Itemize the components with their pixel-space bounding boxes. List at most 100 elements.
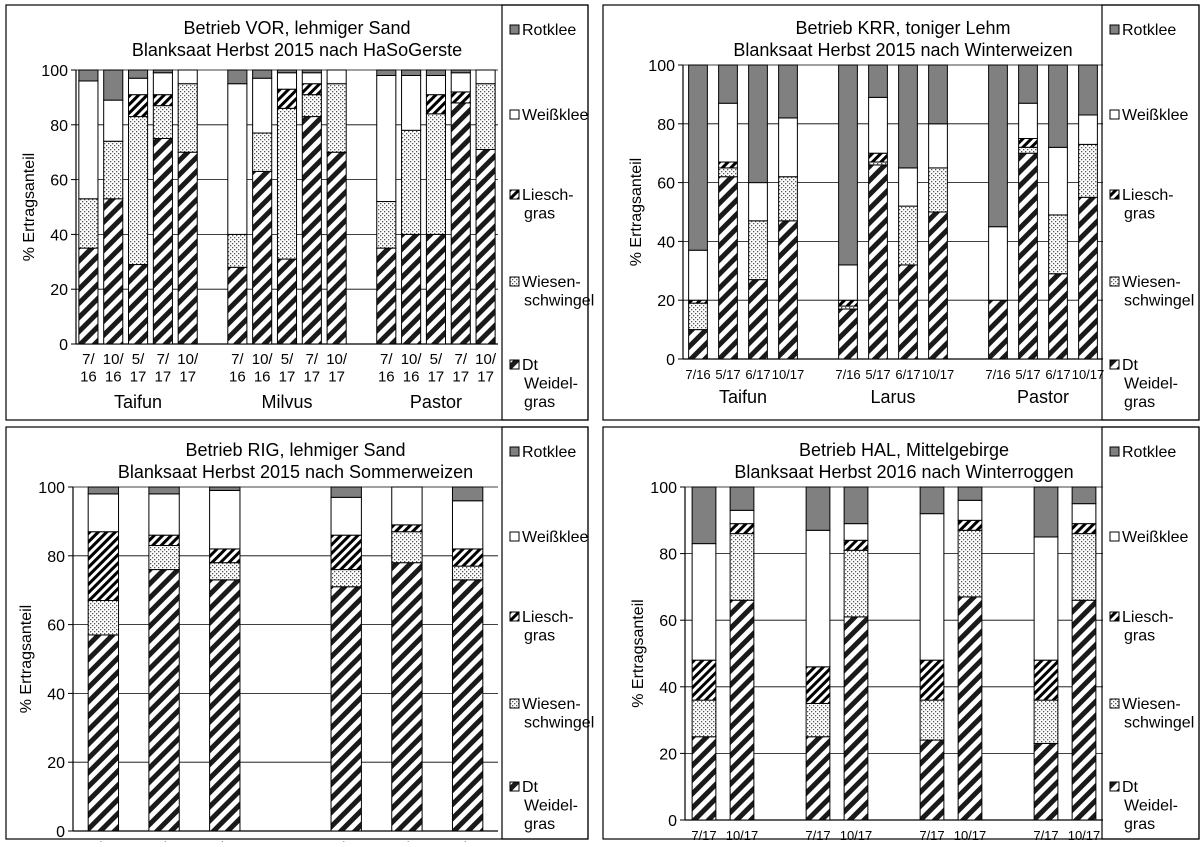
bar-segment [326,151,347,345]
legend-label: Rotklee [522,444,576,461]
bar-segment [748,220,768,281]
bar-segment [391,562,423,832]
bar-segment [718,161,738,169]
bar-segment [988,299,1008,360]
x-tick-label: 10/17 [772,367,805,382]
bar-segment [718,102,738,163]
bar-segment [330,586,362,832]
bar-segment [729,509,755,525]
bar-segment [475,83,496,150]
y-tick-label: 100 [41,63,68,80]
bar-segment [152,69,173,74]
bar-segment [919,699,945,741]
bar-segment [805,666,831,704]
y-tick-label: 40 [659,680,677,697]
y-tick-label: 80 [659,547,677,564]
bar-segment [148,544,180,571]
x-tick-label: 10/17 [1068,828,1101,842]
legend-swatch [1109,531,1120,542]
group-label: Taifun [719,387,767,407]
bar-segment [718,64,738,104]
legend-label: Rotklee [1122,444,1176,461]
bar-segment [1071,523,1097,535]
x-tick-label: 7/16 [835,367,860,382]
bar-segment [209,486,241,491]
bar-segment [1033,486,1059,538]
bar-segment [148,486,180,495]
bar-segment [401,233,422,345]
legend-label: Wiesen-schwingel [522,696,594,731]
y-axis-label: % Ertragsanteil [630,599,647,708]
chart-subtitle: Blanksaat Herbst 2015 nach HaSoGerste [132,40,462,60]
bar-segment [451,500,484,550]
bar-segment [1071,533,1097,601]
x-tick-label: 5/17 [130,351,147,385]
legend-label: Wiesen-schwingel [1122,274,1194,309]
x-tick-label: 10/17 [177,351,199,385]
bar-segment [152,94,173,107]
chart-title: Betrieb VOR, lehmiger Sand [183,18,410,38]
bar-segment [475,69,496,85]
bar-segment [209,489,241,550]
bar-segment [843,539,869,551]
bar-segment [128,77,149,96]
x-tick-label: 10/17 [326,351,348,385]
bar-segment [691,736,717,821]
legend-swatch [1109,109,1120,120]
x-tick-label: 10/17 [726,828,759,842]
bar-segment [691,659,717,701]
x-tick-label: 10/16 [401,351,423,385]
bar-segment [103,140,124,200]
legend-swatch [1109,359,1120,370]
bar-segment [87,634,120,832]
bar-segment [898,167,918,207]
bar-segment [330,569,362,588]
bar-segment [425,69,446,76]
bar-segment [843,549,869,618]
x-tick-label: 7/17 [452,351,469,385]
legend-swatch [509,781,520,792]
chart-subtitle: Blanksaat Herbst 2016 nach Winterroggen [734,462,1073,482]
bar-segment [778,220,798,360]
legend-label: Dt Weidel-gras [1122,357,1178,411]
bar-segment [778,176,798,222]
legend-swatch [509,24,520,35]
x-tick-label: 6/17 [895,367,920,382]
bar-segment [957,529,983,598]
x-tick-label: 7/16 [985,367,1010,382]
bar-segment [301,83,322,96]
bar-segment [326,69,347,85]
x-tick-label: 7/17 [1033,828,1058,842]
bar-segment [919,513,945,661]
group-label: Pastor [410,392,462,412]
y-tick-label: 60 [657,176,675,193]
x-tick-label: 5/17 [428,351,445,385]
legend-swatch [509,189,520,200]
bar-segment [177,69,198,85]
x-tick-label: 10/17 [1072,367,1105,382]
bar-segment [276,107,298,260]
bar-segment [87,493,120,533]
bar-segment [330,496,362,536]
bar-segment [451,548,484,567]
bar-segment [451,565,484,581]
x-tick-label: 7/17 [691,828,716,842]
x-tick-label: 6/17 [1045,367,1070,382]
bar-segment [718,167,738,178]
bar-segment [87,486,120,495]
bar-segment [276,88,298,109]
bar-segment [748,64,768,184]
bar-segment [252,69,273,79]
bar-segment [401,74,422,131]
bar-segment [688,64,708,251]
legend-label: Liesch-gras [522,609,574,644]
bar-segment [1071,486,1097,505]
bar-segment [103,99,124,142]
bar-segment [276,258,298,345]
legend-label: Weißklee [522,107,588,124]
legend-label: Liesch-gras [1122,187,1174,222]
y-tick-label: 20 [659,746,677,763]
bar-segment [957,486,983,501]
